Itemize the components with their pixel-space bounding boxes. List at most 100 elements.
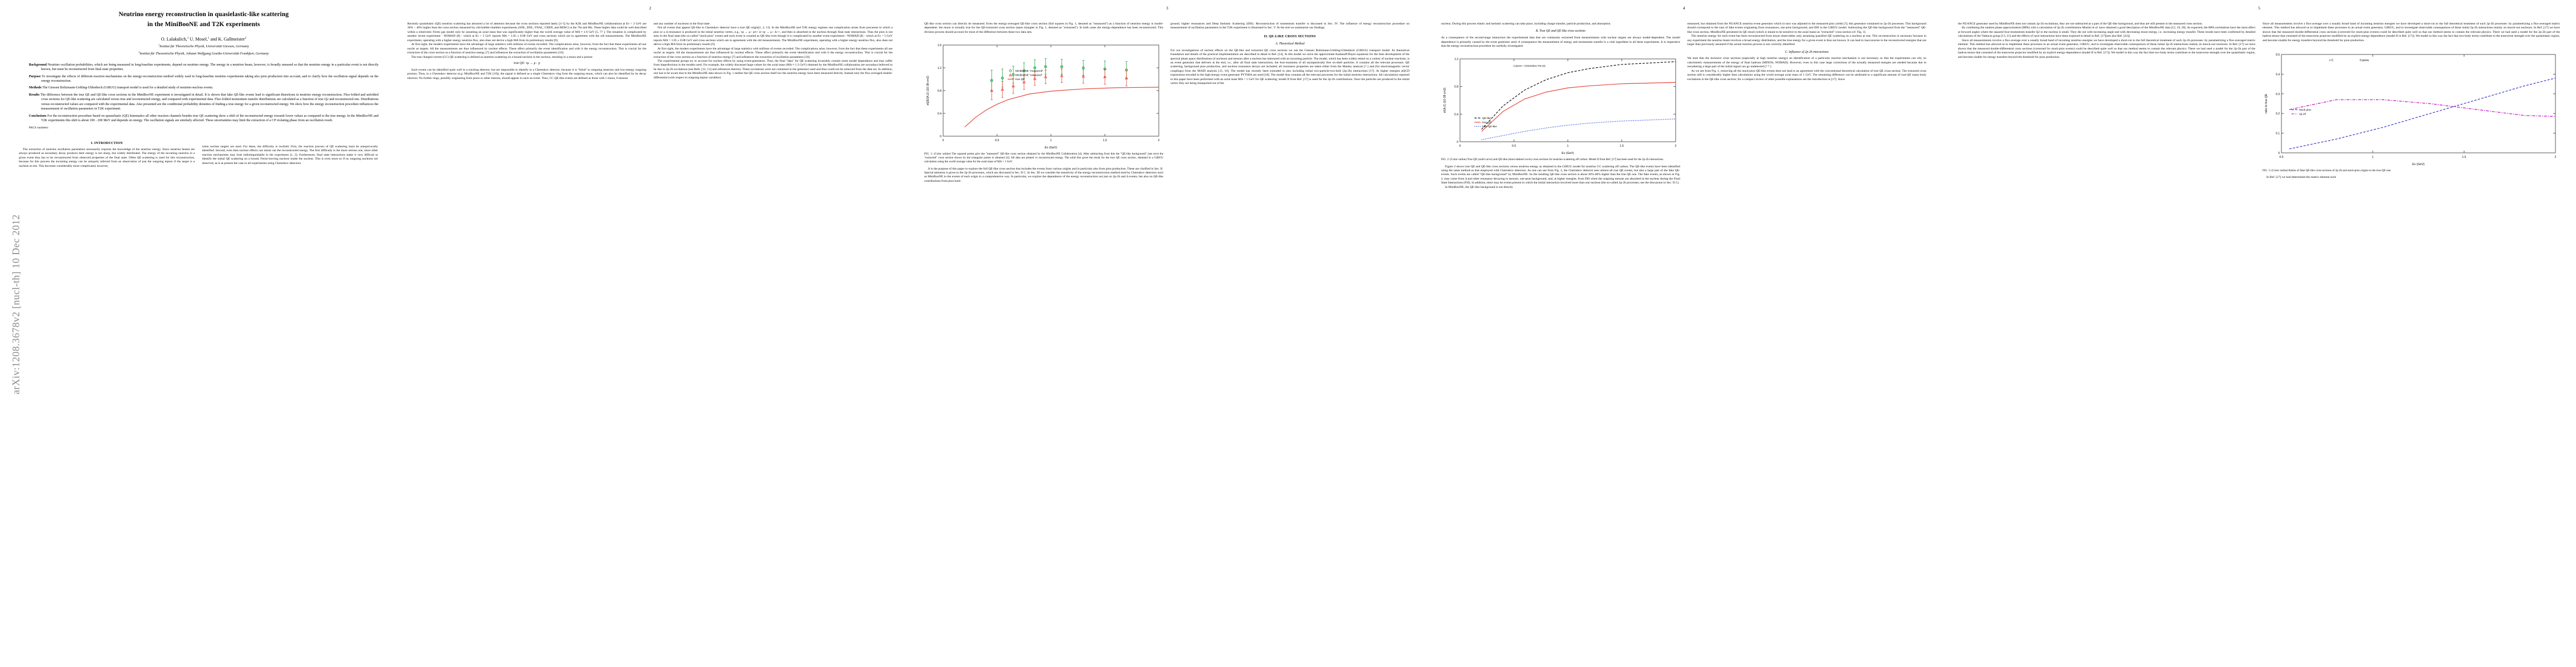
svg-text:Eν (GeV): Eν (GeV) [1562, 152, 1574, 155]
page-number: 5 [2258, 6, 2260, 11]
svg-text:0.5: 0.5 [1512, 145, 1516, 148]
svg-text:0.4: 0.4 [938, 112, 941, 116]
paragraph: The extraction of neutrino oscillation p… [19, 147, 195, 168]
arxiv-stamp: arXiv:1208.3678v2 [nucl-th] 10 Dec 2012 [10, 214, 22, 395]
abstract-background: Background Neutrino oscillation probabil… [29, 63, 379, 72]
svg-text:1.6: 1.6 [938, 44, 941, 47]
title-line-1: Neutrino energy reconstruction in quasie… [118, 11, 289, 18]
paragraph: As we see from Fig. 1, removing all the … [1687, 69, 1926, 81]
svg-text:QE-like: QE-like [1482, 117, 1491, 120]
figure-2: 0 0.5 1 1.5 2 0 0.4 0.8 1.2 Eν (GeV) σ/(A-Z) (10-3… [1441, 52, 1680, 162]
svg-text:true QE: true QE [1015, 78, 1025, 81]
svg-text:1.2: 1.2 [1454, 58, 1458, 61]
subsection-heading-influence-2p2h: C. Influence of 2p-2h interactions [1785, 50, 1829, 54]
page-number: 3 [1166, 6, 1168, 11]
paragraph: Recently quasielastic (QE) neutrino scat… [407, 22, 646, 42]
abstract: Background Neutrino oscillation probabil… [29, 63, 378, 123]
svg-text:1.2: 1.2 [938, 67, 941, 70]
paragraph: and any number of nucleons in the final … [654, 22, 711, 26]
paragraph: Figure 2 shows true QE and QE-like cross… [1441, 165, 1680, 185]
figure-3: 0.5 1 1.5 2 0 0.1 0.2 0.3 0.4 0.5 Eν (GeV) ratio to… [2263, 47, 2560, 173]
svg-text:0.4: 0.4 [2276, 73, 2280, 77]
svg-text:0 pions: 0 pions [2360, 59, 2369, 62]
figure-2-caption: FIG. 2: (Color online) True QE (solid cu… [1441, 158, 1664, 162]
column-9: the NUANCE generator used by MiniBooNE d… [1958, 22, 2255, 180]
column-4: and any number of nucleons in the final … [654, 22, 893, 81]
column-7: nucleus. During this process elastic and… [1441, 22, 1680, 190]
svg-text:0.8: 0.8 [1454, 86, 1458, 89]
svg-text:2: 2 [2555, 156, 2557, 159]
subsection-heading-true-qe: B. True QE and QE-like cross sections [1536, 29, 1586, 33]
column-1: I. INTRODUCTION The extraction of neutri… [19, 137, 195, 168]
column-5: QE-like cross section can directly be me… [924, 22, 1163, 183]
author-list: O. Lalakulich,1 U. Mosel,1 and K. Gallme… [161, 36, 247, 42]
paragraph: Not all events that appear QE-like in Ch… [654, 26, 893, 47]
abstract-methods: Methods The Giessen Boltzmann-Uehling-Uh… [29, 86, 213, 90]
paragraph: As a consequence of the second-stage int… [1441, 36, 1680, 48]
svg-text:0.3: 0.3 [2276, 93, 2280, 96]
svg-text:1.5: 1.5 [1103, 139, 1107, 142]
svg-text:1: 1 [2372, 156, 2374, 159]
page-5: 5 the NUANCE generator used by MiniBooNE… [1942, 0, 2576, 667]
paragraph: measured, but obtained from the NUANCE n… [1687, 22, 1926, 34]
svg-text:1: 1 [1567, 145, 1569, 148]
paragraph: The true charged current (CC) QE scatter… [411, 55, 594, 59]
fig2-plot-area: 0 0.5 1 1.5 2 0 0.4 0.8 1.2 Eν (GeV) σ/(A-Z) (10-3… [1441, 52, 1680, 156]
paragraph: ground, higher resonances and Deep Inela… [1170, 22, 1409, 30]
figure-1: 0 0.5 1 1.5 2 0 0.4 0.8 1.2 1.6 Eν (GeV) σQE/(A-Z) … [924, 38, 1163, 164]
paragraph: By combining the random phase approximat… [1958, 26, 2255, 38]
svg-text:σ/(A-Z) (10-38 cm2): σ/(A-Z) (10-38 cm2) [1443, 88, 1447, 113]
svg-text:1: 1 [1050, 139, 1052, 142]
svg-text:2p-2h: 2p-2h [2299, 113, 2306, 116]
svg-text:0: 0 [940, 135, 941, 138]
pacs-numbers: PACS numbers: [29, 126, 49, 130]
svg-text:0: 0 [943, 139, 944, 142]
svg-text:0: 0 [1459, 145, 1461, 148]
svg-text:0.5: 0.5 [2279, 156, 2283, 159]
page-number: 2 [649, 6, 651, 11]
title-line-2: in the MiniBooNE and T2K experiments [147, 21, 260, 28]
page-4: 4 nucleus. During this process elastic a… [1426, 0, 1942, 667]
paragraph: The neutrino energy for each event has b… [1687, 34, 1926, 47]
paragraph: In Ref. [17] we had determined the matri… [2266, 176, 2336, 180]
paragraph: when nuclear targets are used. For these… [202, 145, 378, 165]
paragraph: It is the purpose of this paper to explo… [924, 167, 1163, 183]
svg-text:stuck pion: stuck pion [2299, 108, 2311, 112]
paragraph: Such events can be identified quite well… [407, 68, 646, 80]
page-2: 2 Recently quasielastic (QE) neutrino sc… [392, 0, 909, 667]
paragraph: The experimental groups try to account f… [654, 59, 893, 79]
svg-text:Eν (GeV): Eν (GeV) [2412, 163, 2424, 166]
abstract-conclusions: Conclusions For the reconstruction proce… [29, 114, 378, 123]
column-8: measured, but obtained from the NUANCE n… [1687, 22, 1926, 190]
svg-text:2: 2 [1675, 145, 1677, 148]
svg-text:ratio to true QE: ratio to true QE [2265, 94, 2268, 114]
paragraph: QE-like cross section can directly be me… [924, 22, 1163, 34]
page-number: 4 [1683, 6, 1685, 11]
section-heading-qe-like-cross-sections: II. QE-LIKE CROSS SECTIONS [1264, 34, 1316, 38]
paragraph: Since all measurements involve a flux-av… [2263, 22, 2560, 42]
svg-text:0: 0 [1457, 141, 1458, 144]
paragraph: the NUANCE generator used by MiniBooNE d… [1958, 22, 2203, 26]
paragraph: For our investigations of nuclear effect… [1170, 48, 1409, 86]
svg-text:2: 2 [1158, 139, 1160, 142]
affiliation-1: 1Institut für Theoretische Physik, Unive… [158, 43, 249, 48]
svg-text:fake QE-like: fake QE-like [1482, 125, 1497, 128]
page-1: arXiv:1208.3678v2 [nucl-th] 10 Dec 2012 … [0, 0, 392, 667]
paragraph: At first sight, the modern experiments h… [407, 43, 646, 55]
svg-text:2 pions + Cherenkov FSI (e): 2 pions + Cherenkov FSI (e) [1513, 64, 1546, 67]
svg-text:1.5: 1.5 [1620, 145, 1623, 148]
svg-text:0.1: 0.1 [2276, 132, 2280, 136]
column-3: Recently quasielastic (QE) neutrino scat… [407, 22, 646, 81]
svg-text:0.4: 0.4 [1454, 113, 1458, 117]
svg-text:1.5: 1.5 [2462, 156, 2466, 159]
paragraph: nucleus. During this process elastic and… [1441, 22, 1611, 26]
column-2: when nuclear targets are used. For these… [202, 137, 378, 168]
abstract-results: Results The difference between the true … [29, 93, 378, 111]
fig3-plot-area: 0.5 1 1.5 2 0 0.1 0.2 0.3 0.4 0.5 Eν (GeV) ratio to… [2263, 47, 2560, 167]
affiliation-2: 2Institut für Theoretische Physik, Johan… [138, 51, 269, 56]
svg-text:0: 0 [2278, 152, 2280, 155]
svg-text:0.5: 0.5 [2276, 53, 2280, 57]
column-6: ground, higher resonances and Deep Inela… [1170, 22, 1409, 183]
paragraph: We note that the inclusive cross section… [1687, 57, 1926, 69]
svg-text:true QE: true QE [1482, 121, 1492, 125]
